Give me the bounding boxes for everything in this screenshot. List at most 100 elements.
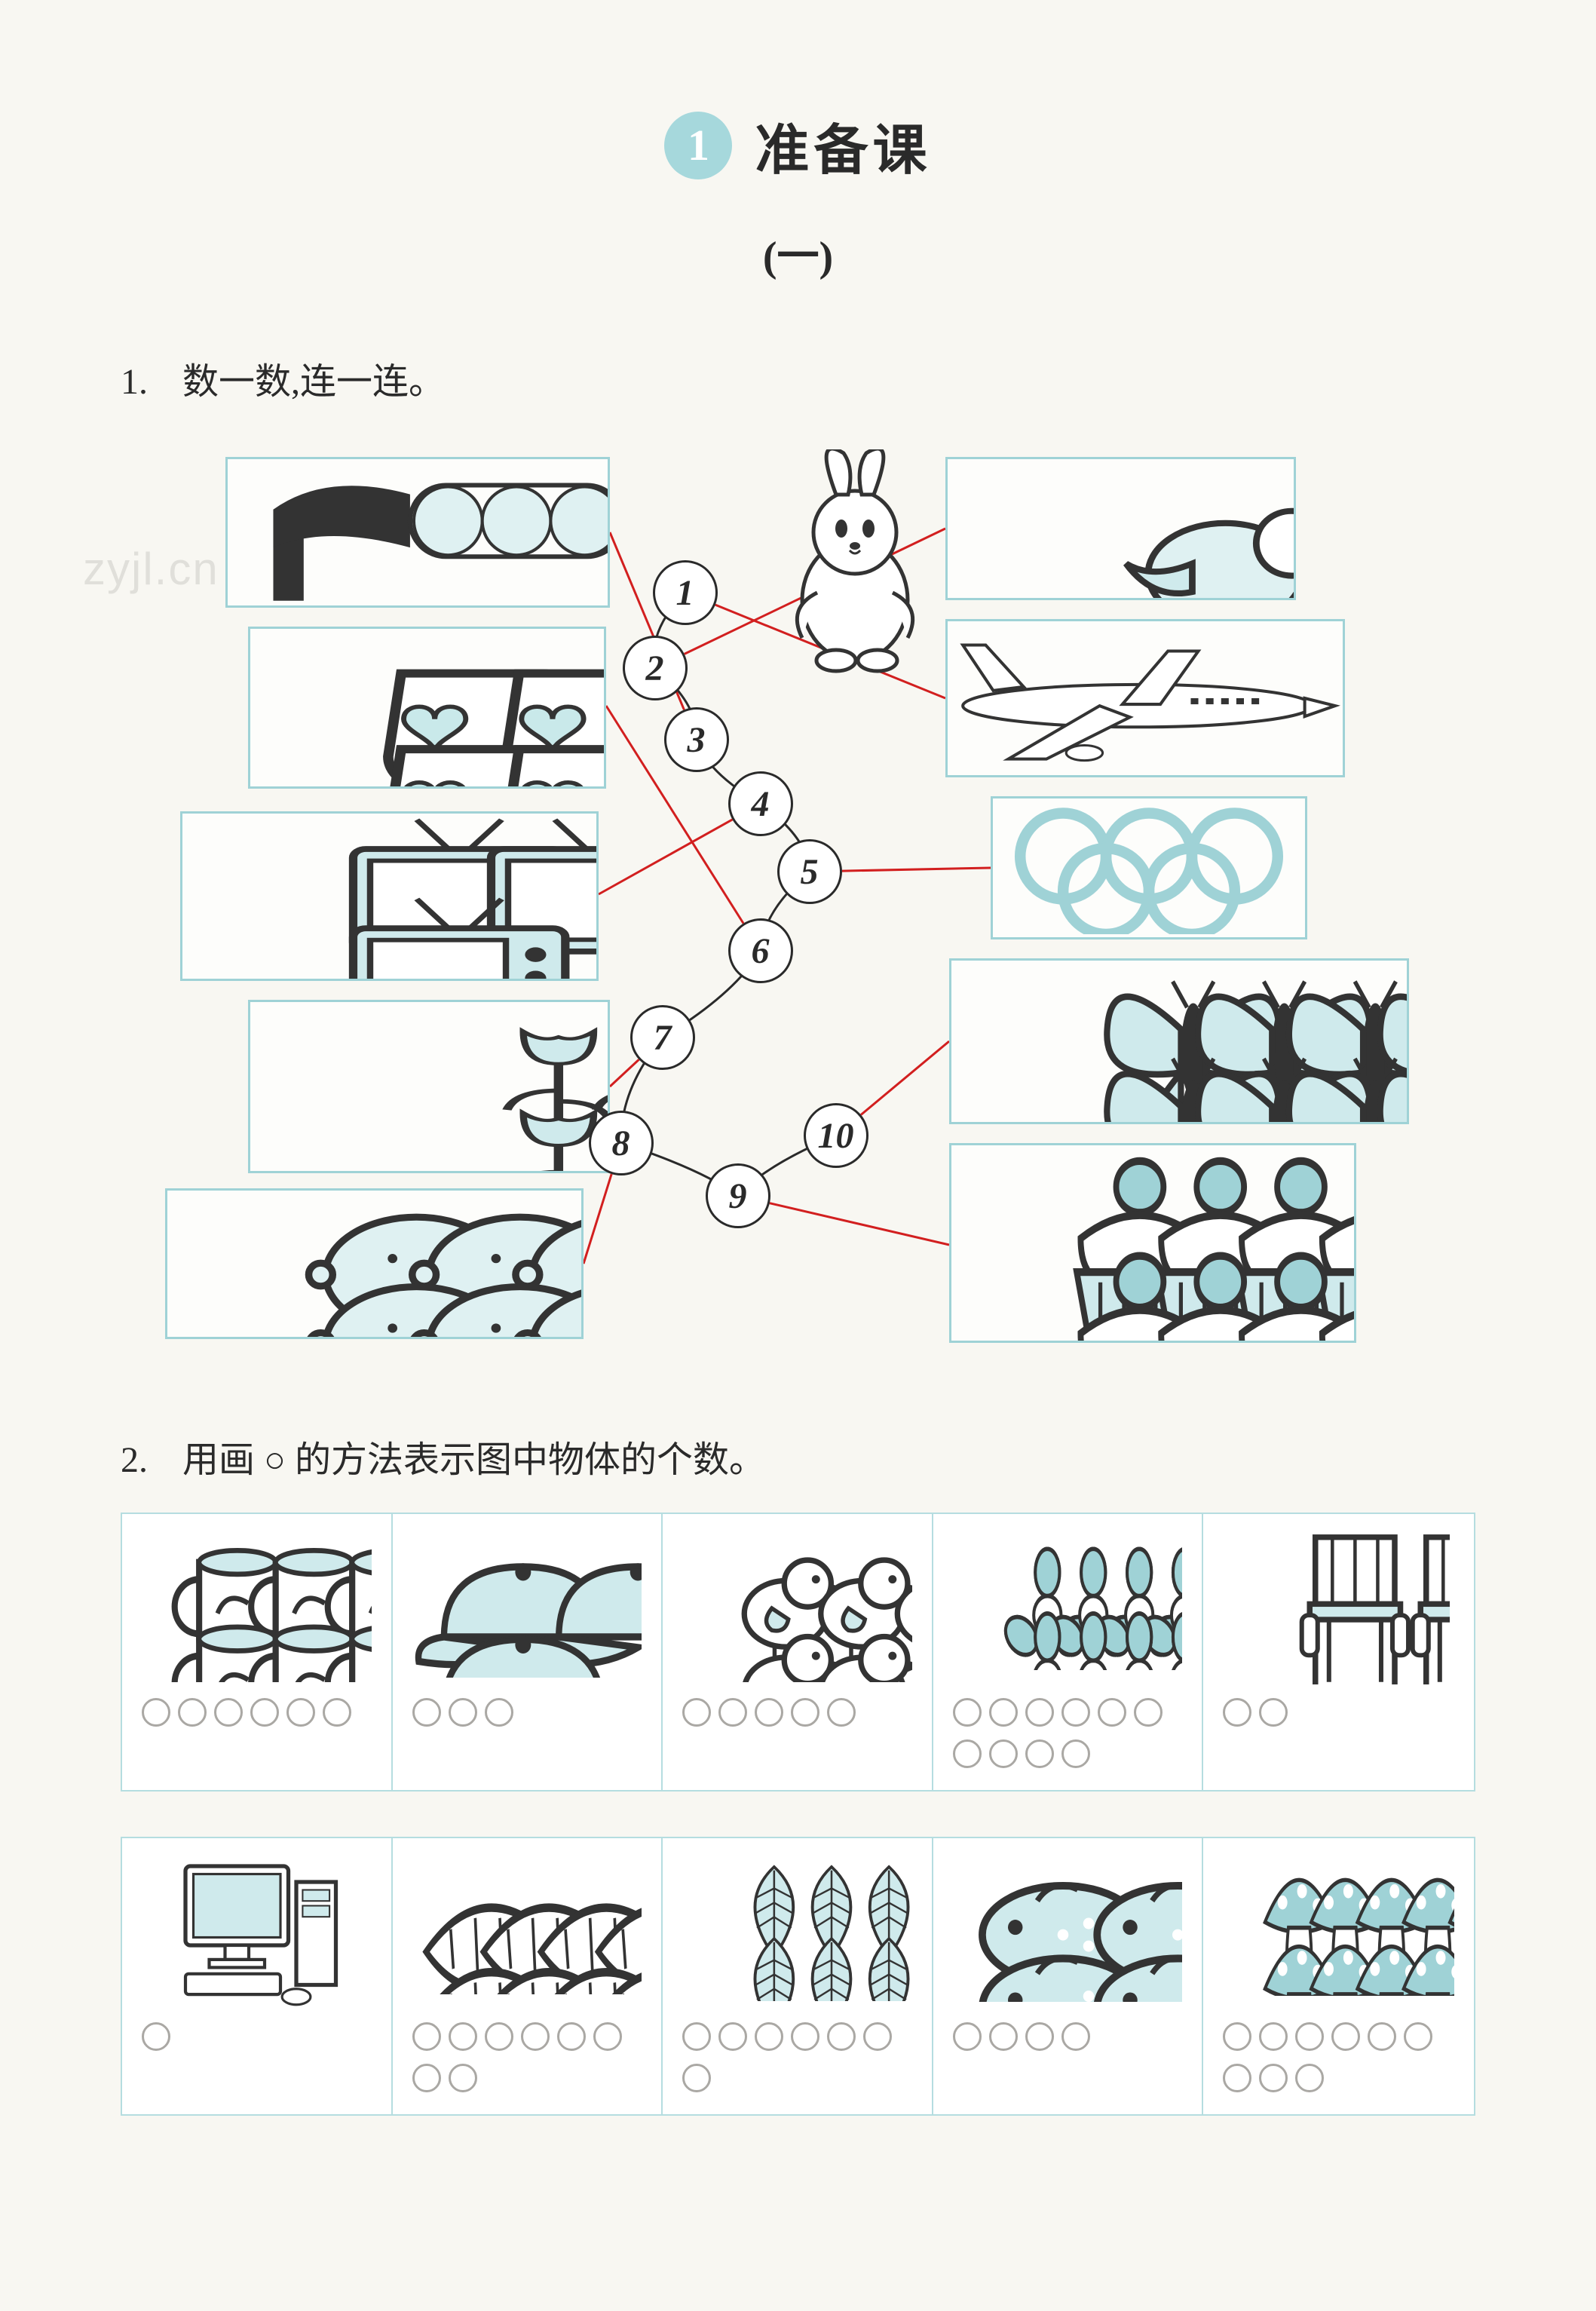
answer-circle: [485, 1698, 513, 1727]
answer-circle: [718, 1698, 747, 1727]
number-circle-10: 10: [804, 1103, 868, 1168]
page-title-row: 1 准备课: [121, 106, 1475, 185]
number-circle-7: 7: [630, 1005, 695, 1070]
answer-circle: [449, 1698, 477, 1727]
answer-circle: [827, 1698, 856, 1727]
answer-circle: [682, 1698, 711, 1727]
q2-picture-mugs: [142, 1526, 372, 1684]
q2-row-1: [121, 1513, 1475, 1791]
answer-circle: [1404, 2022, 1432, 2051]
number-circle-5: 5: [777, 839, 842, 904]
answer-circle: [1259, 2064, 1288, 2092]
picture-box-rings: [991, 796, 1307, 939]
q2-answer-computer: [142, 2018, 372, 2101]
q1-workspace: 12345678910: [135, 434, 1462, 1354]
answer-circle: [1223, 2022, 1251, 2051]
answer-circle: [1259, 2022, 1288, 2051]
q2-cell-caps: [393, 1514, 663, 1790]
number-circle-4: 4: [728, 771, 793, 836]
q2-cell-chairs: [1203, 1514, 1474, 1790]
answer-circle: [1098, 1698, 1126, 1727]
answer-circle: [791, 1698, 819, 1727]
answer-circle: [682, 2064, 711, 2092]
answer-circle: [1331, 2022, 1360, 2051]
q2-answer-carrots: [412, 2018, 642, 2101]
rabbit-illustration: [761, 449, 949, 676]
answer-circle: [250, 1698, 279, 1727]
answer-circle: [1368, 2022, 1396, 2051]
answer-circle: [755, 2022, 783, 2051]
answer-circle: [953, 2022, 982, 2051]
answer-circle: [953, 1698, 982, 1727]
answer-circle: [1295, 2022, 1324, 2051]
answer-circle: [989, 2022, 1018, 2051]
answer-circle: [1223, 2064, 1251, 2092]
number-circle-6: 6: [728, 918, 793, 983]
q2-cell-mugs: [122, 1514, 393, 1790]
q2-text: 用画 ○ 的方法表示图中物体的个数。: [182, 1440, 765, 1480]
q2-cell-computer: [122, 1838, 393, 2114]
picture-box-butterflies: [949, 958, 1409, 1124]
q2-answer-chairs: [1223, 1693, 1454, 1776]
chapter-title: 准备课: [755, 106, 931, 185]
answer-circle: [1025, 1698, 1054, 1727]
q2-picture-caps: [412, 1526, 642, 1684]
answer-circle: [989, 1698, 1018, 1727]
q2-answer-leaves: [682, 2018, 912, 2101]
picture-box-birds: [945, 457, 1296, 600]
q2-cell-leaves: [663, 1838, 933, 2114]
answer-circle: [142, 2022, 170, 2051]
answer-circle: [1295, 2064, 1324, 2092]
picture-box-cakes: [949, 1143, 1356, 1343]
picture-box-traffic-light: [225, 457, 610, 608]
number-circle-3: 3: [664, 707, 729, 772]
answer-circle: [449, 2064, 477, 2092]
q2-answer-mushrooms: [1223, 2018, 1454, 2101]
answer-circle: [1134, 1698, 1163, 1727]
q2-answer-chicks: [682, 1693, 912, 1776]
answer-circle: [593, 2022, 622, 2051]
picture-box-lemons: [165, 1188, 584, 1339]
q2-cell-mushrooms: [1203, 1838, 1474, 2114]
answer-circle: [755, 1698, 783, 1727]
answer-circle: [718, 2022, 747, 2051]
q2-picture-carrots: [412, 1850, 642, 2009]
picture-box-tvs: [180, 811, 599, 981]
answer-circle: [863, 2022, 892, 2051]
q2-number: 2.: [121, 1439, 173, 1481]
answer-circle: [989, 1739, 1018, 1768]
q1-text: 数一数,连一连。: [182, 362, 445, 402]
answer-circle: [1061, 1739, 1090, 1768]
q2-picture-fish: [953, 1850, 1183, 2009]
answer-circle: [142, 1698, 170, 1727]
answer-circle: [412, 2022, 441, 2051]
picture-box-airplane: [945, 619, 1345, 777]
answer-circle: [178, 1698, 207, 1727]
section-number: (一): [121, 222, 1475, 284]
answer-circle: [412, 1698, 441, 1727]
answer-circle: [412, 2064, 441, 2092]
answer-circle: [791, 2022, 819, 2051]
answer-circle: [1061, 2022, 1090, 2051]
q2-picture-chairs: [1223, 1526, 1454, 1684]
q2-cell-fish: [933, 1838, 1204, 2114]
number-circle-9: 9: [706, 1163, 770, 1228]
q2-answer-mugs: [142, 1693, 372, 1776]
q2-picture-computer: [142, 1850, 372, 2009]
answer-circle: [485, 2022, 513, 2051]
answer-circle: [1223, 1698, 1251, 1727]
answer-circle: [1025, 2022, 1054, 2051]
answer-circle: [214, 1698, 243, 1727]
picture-box-cups: [248, 627, 606, 789]
q2-answer-fish: [953, 2018, 1183, 2101]
answer-circle: [557, 2022, 586, 2051]
q2-cell-flowers2: [933, 1514, 1204, 1790]
q2-answer-flowers2: [953, 1693, 1183, 1776]
number-circle-2: 2: [623, 636, 688, 700]
chapter-number-badge: 1: [664, 112, 732, 179]
answer-circle: [1061, 1698, 1090, 1727]
number-circle-8: 8: [589, 1111, 654, 1175]
q2-cell-chicks: [663, 1514, 933, 1790]
answer-circle: [682, 2022, 711, 2051]
answer-circle: [1259, 1698, 1288, 1727]
